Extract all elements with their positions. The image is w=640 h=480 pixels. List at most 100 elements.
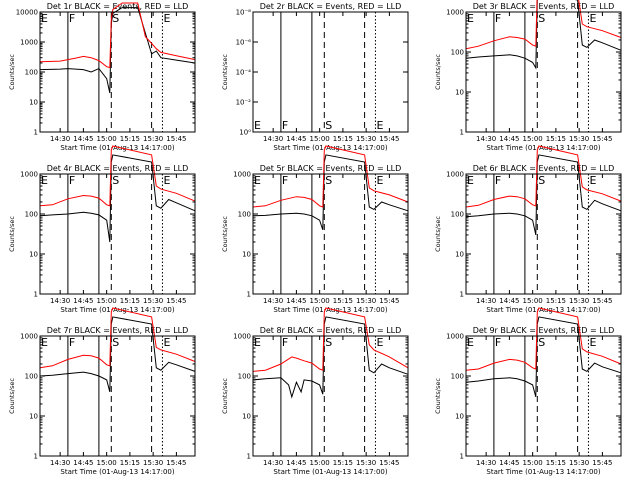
y-tick-label: 1000: [20, 171, 38, 179]
x-axis-label: Start Time (01-Aug-13 14:17:00): [60, 468, 174, 476]
plot-frame: [465, 173, 622, 295]
x-tick-label: 15:30: [356, 459, 376, 467]
y-tick-label: 100: [25, 69, 38, 77]
marker-label: S: [325, 336, 332, 349]
series-line-lld: [465, 307, 622, 371]
y-tick-label: 10: [29, 251, 38, 259]
x-tick-label: 15:45: [379, 135, 399, 143]
y-tick-label: 1000: [20, 39, 38, 47]
x-tick-label: 14:45: [73, 297, 93, 305]
x-tick-label: 14:30: [263, 459, 283, 467]
panel-title: Det 8r BLACK = Events, RED = LLD: [260, 326, 402, 335]
y-tick-label: 1: [34, 129, 38, 137]
marker-label: E: [589, 12, 596, 25]
y-tick-label: 10: [242, 413, 251, 421]
x-tick-label: 14:45: [499, 297, 519, 305]
y-axis-label: Counts/sec: [434, 378, 442, 414]
x-tick-label: 14:45: [286, 297, 306, 305]
marker-label: E: [589, 336, 596, 349]
marker-label: E: [254, 336, 261, 349]
x-tick-label: 15:30: [143, 135, 163, 143]
y-tick-label: 100: [451, 211, 464, 219]
y-tick-label: 1000: [446, 171, 464, 179]
series-line-lld: [39, 145, 196, 207]
marker-label: F: [69, 336, 75, 349]
y-tick-label: 10: [29, 99, 38, 107]
y-axis-label: Counts/sec: [8, 216, 16, 252]
y-tick-label: 100: [451, 49, 464, 57]
marker-label: F: [495, 174, 501, 187]
marker-label: E: [589, 174, 596, 187]
x-tick-label: 15:15: [333, 135, 353, 143]
x-tick-label: 15:30: [143, 297, 163, 305]
x-tick-label: 15:30: [356, 297, 376, 305]
marker-label: E: [254, 119, 261, 132]
panel-title: Det 4r BLACK = Events, RED = LLD: [47, 164, 189, 173]
marker-label: F: [69, 174, 75, 187]
x-tick-label: 15:15: [120, 297, 140, 305]
y-tick-label: 1: [247, 291, 251, 299]
x-tick-label: 15:15: [546, 135, 566, 143]
x-tick-label: 14:30: [476, 135, 496, 143]
marker-label: S: [325, 174, 332, 187]
x-axis-label: Start Time (01-Aug-13 14:17:00): [273, 306, 387, 314]
plot-frame: [39, 11, 196, 133]
y-axis-label: Counts/sec: [8, 54, 16, 90]
marker-label: F: [69, 12, 75, 25]
marker-label: E: [376, 336, 383, 349]
x-tick-label: 14:45: [73, 135, 93, 143]
x-tick-label: 14:45: [499, 459, 519, 467]
panel-title: Det 2r BLACK = Events, RED = LLD: [260, 2, 402, 11]
panel-title: Det 7r BLACK = Events, RED = LLD: [47, 326, 189, 335]
y-tick-label: 1: [247, 453, 251, 461]
y-tick-label: 1000: [233, 333, 251, 341]
y-tick-label: 10: [455, 413, 464, 421]
x-tick-label: 15:00: [310, 135, 330, 143]
x-tick-label: 15:30: [143, 459, 163, 467]
x-tick-label: 14:30: [50, 135, 70, 143]
y-tick-label: 10⁻⁴: [236, 69, 252, 77]
marker-label: S: [325, 119, 332, 132]
marker-label: E: [254, 174, 261, 187]
x-tick-label: 15:45: [592, 297, 612, 305]
y-tick-label: 1: [34, 453, 38, 461]
x-tick-label: 15:00: [523, 135, 543, 143]
x-tick-label: 14:30: [263, 297, 283, 305]
y-axis-label: Counts/sec: [221, 54, 229, 90]
marker-label: E: [41, 174, 48, 187]
x-axis-label: Start Time (01-Aug-13 14:17:00): [60, 306, 174, 314]
x-tick-label: 15:00: [310, 297, 330, 305]
x-tick-label: 15:30: [356, 135, 376, 143]
series-line-events: [465, 154, 622, 236]
x-tick-label: 15:30: [569, 297, 589, 305]
x-tick-label: 14:30: [263, 135, 283, 143]
x-tick-label: 14:30: [50, 459, 70, 467]
x-tick-label: 15:15: [120, 459, 140, 467]
marker-label: F: [495, 12, 501, 25]
y-tick-label: 10⁻⁸: [236, 9, 252, 17]
panel-title: Det 6r BLACK = Events, RED = LLD: [473, 164, 615, 173]
y-tick-label: 100: [25, 373, 38, 381]
x-tick-label: 15:45: [592, 459, 612, 467]
x-axis-label: Start Time (01-Aug-13 14:17:00): [273, 144, 387, 152]
series-line-lld: [252, 307, 409, 372]
plot-frame: [465, 11, 622, 133]
plot-frame: [465, 335, 622, 457]
marker-label: F: [282, 336, 288, 349]
x-tick-label: 15:45: [166, 297, 186, 305]
x-tick-label: 14:30: [476, 297, 496, 305]
series-line-lld: [39, 2, 196, 69]
marker-label: E: [467, 174, 474, 187]
x-tick-label: 15:15: [120, 135, 140, 143]
series-line-events: [39, 154, 196, 243]
y-tick-label: 1: [460, 291, 464, 299]
y-axis-label: Counts/sec: [8, 378, 16, 414]
x-axis-label: Start Time (01-Aug-13 14:17:00): [486, 306, 600, 314]
panel-title: Det 9r BLACK = Events, RED = LLD: [473, 326, 615, 335]
x-tick-label: 15:15: [546, 297, 566, 305]
